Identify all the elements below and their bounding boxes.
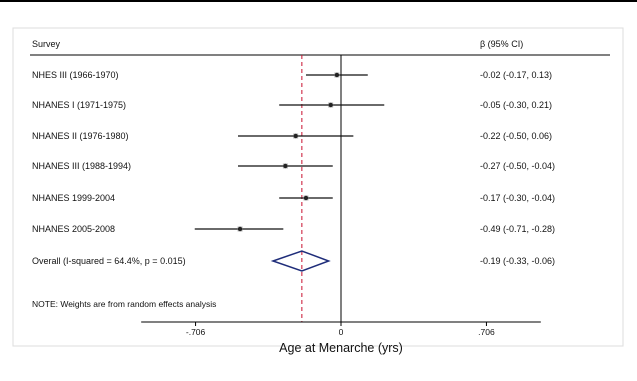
ci-text: -0.17 (-0.30, -0.04)	[480, 193, 555, 203]
header-estimate: β (95% CI)	[480, 39, 523, 49]
x-axis-ticks: -.706 0 .706	[186, 322, 495, 337]
ci-text: -0.22 (-0.50, 0.06)	[480, 131, 552, 141]
x-tick-label: .706	[478, 327, 495, 337]
ci-text: -0.27 (-0.50, -0.04)	[480, 161, 555, 171]
study-label: NHANES I (1971-1975)	[32, 100, 126, 110]
x-axis-label: Age at Menarche (yrs)	[279, 341, 403, 355]
x-tick-label: 0	[339, 327, 344, 337]
header-survey: Survey	[32, 39, 61, 49]
study-label: NHANES 2005-2008	[32, 224, 115, 234]
note-text: NOTE: Weights are from random effects an…	[32, 299, 216, 309]
point-estimate-marker	[237, 226, 243, 232]
point-estimate-marker	[293, 133, 298, 139]
study-row: NHANES 2005-2008 -0.49 (-0.71, -0.28)	[32, 224, 555, 234]
point-estimate-marker	[334, 72, 340, 78]
point-estimate-marker	[303, 195, 309, 201]
study-row: NHES III (1966-1970) -0.02 (-0.17, 0.13)	[32, 70, 552, 80]
study-rows: NHES III (1966-1970) -0.02 (-0.17, 0.13)N…	[32, 70, 555, 234]
study-label: NHANES 1999-2004	[32, 193, 115, 203]
point-estimate-marker	[328, 102, 333, 108]
overall-diamond	[270, 250, 331, 272]
study-row: NHANES III (1988-1994) -0.27 (-0.50, -0.0…	[32, 161, 555, 171]
study-row: NHANES 1999-2004 -0.17 (-0.30, -0.04)	[32, 193, 555, 203]
study-label: NHES III (1966-1970)	[32, 70, 119, 80]
overall-ci-text: -0.19 (-0.33, -0.06)	[480, 256, 555, 266]
study-label: NHANES II (1976-1980)	[32, 131, 129, 141]
overall-label: Overall (I-squared = 64.4%, p = 0.015)	[32, 256, 186, 266]
plot-frame	[12, 27, 624, 347]
study-row: NHANES I (1971-1975) -0.05 (-0.30, 0.21)	[32, 100, 552, 110]
overall-row: Overall (I-squared = 64.4%, p = 0.015) -…	[32, 250, 555, 272]
plot-lines	[301, 55, 342, 322]
x-tick-label: -.706	[186, 327, 206, 337]
study-row: NHANES II (1976-1980) -0.22 (-0.50, 0.06)	[32, 131, 552, 141]
ci-text: -0.49 (-0.71, -0.28)	[480, 224, 555, 234]
point-estimate-marker	[283, 163, 288, 169]
study-label: NHANES III (1988-1994)	[32, 161, 131, 171]
ci-text: -0.05 (-0.30, 0.21)	[480, 100, 552, 110]
ci-text: -0.02 (-0.17, 0.13)	[480, 70, 552, 80]
